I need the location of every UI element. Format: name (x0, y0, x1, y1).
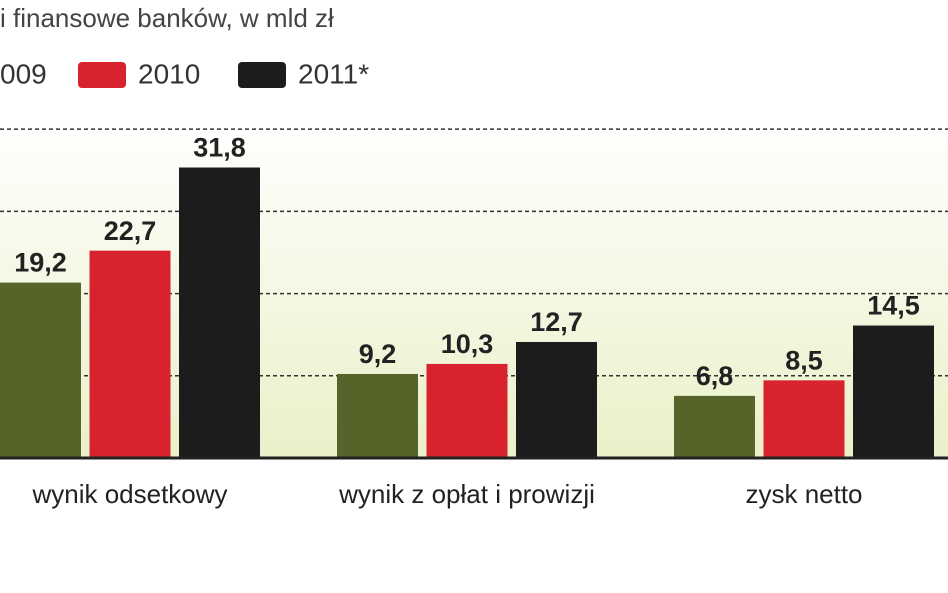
value-label: 6,8 (696, 361, 734, 391)
x-tick-label: wynik odsetkowy (31, 479, 227, 509)
value-label: 8,5 (785, 345, 823, 375)
x-tick-label: wynik z opłat i prowizji (338, 479, 595, 509)
legend-label: 009 (0, 58, 47, 89)
bar (426, 363, 508, 458)
bar (674, 395, 755, 458)
chart-title: i finansowe banków, w mld zł (0, 3, 334, 33)
value-label: 10,3 (441, 329, 494, 359)
legend-label: 2011* (298, 58, 369, 89)
value-label: 14,5 (867, 291, 920, 321)
bar (337, 373, 418, 458)
value-label: 12,7 (530, 307, 583, 337)
bar (763, 380, 845, 458)
bar (89, 250, 171, 458)
value-label: 22,7 (104, 216, 157, 246)
legend-swatch (78, 62, 126, 88)
bar (516, 341, 597, 458)
value-label: 19,2 (14, 248, 67, 278)
legend-label: 2010 (138, 58, 200, 89)
x-tick-label: zysk netto (745, 479, 862, 509)
bar (853, 325, 934, 458)
value-label: 31,8 (193, 133, 246, 163)
value-label: 9,2 (359, 339, 397, 369)
legend-swatch (238, 62, 286, 88)
bar (0, 282, 81, 458)
bar (179, 167, 260, 459)
